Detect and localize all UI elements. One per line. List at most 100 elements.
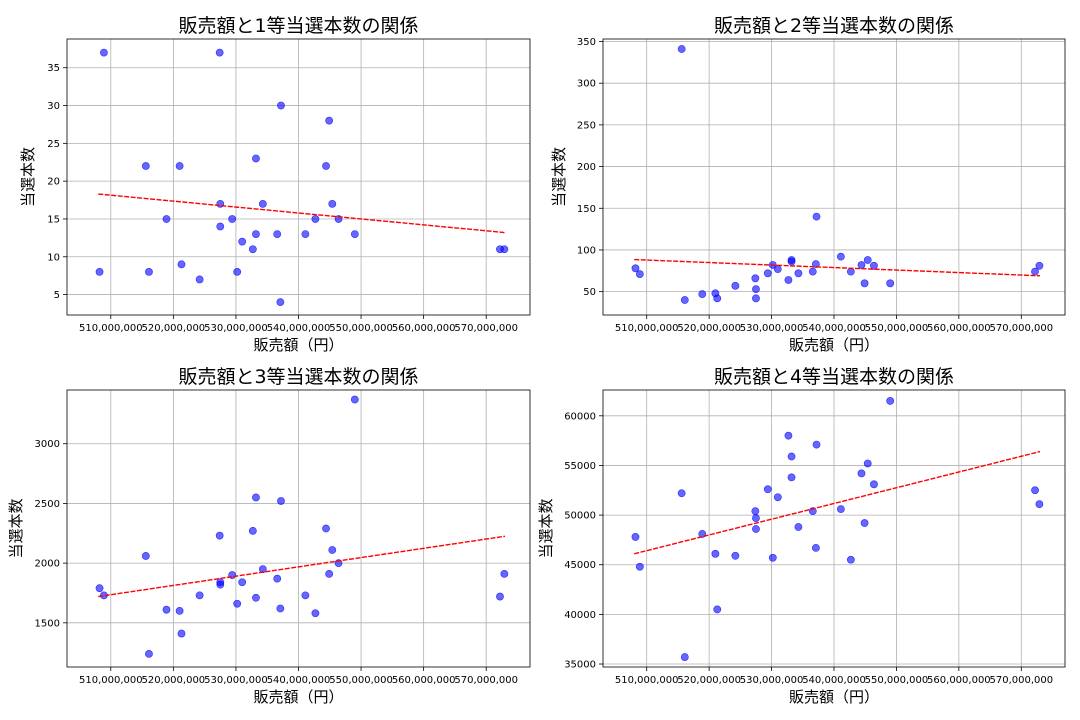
- data-point: [95, 584, 104, 593]
- y-tick-label: 35000: [564, 660, 596, 671]
- data-point: [273, 574, 282, 583]
- plot-frame: [602, 38, 1066, 316]
- data-point: [751, 507, 760, 516]
- data-point: [95, 267, 104, 276]
- y-tick-label: 1500: [35, 618, 60, 629]
- y-tick-label: 40000: [564, 610, 596, 621]
- x-tick-label: 540,000,000: [267, 675, 331, 686]
- grid: [603, 390, 1065, 667]
- x-tick-label: 560,000,000: [927, 323, 991, 334]
- data-point: [248, 245, 257, 254]
- data-point: [863, 459, 872, 468]
- x-tick-label: 530,000,000: [740, 323, 804, 334]
- data-point: [252, 154, 260, 163]
- x-tick-label: 550,000,000: [329, 675, 393, 686]
- data-point: [141, 162, 150, 170]
- data-point: [680, 653, 689, 661]
- trend-line: [634, 258, 1041, 277]
- x-tick-label: 540,000,000: [267, 323, 331, 334]
- data-point: [857, 261, 866, 269]
- data-point: [752, 285, 760, 294]
- plot-frame: [602, 389, 1066, 668]
- y-tick-label: 2500: [35, 499, 60, 510]
- data-point: [752, 525, 760, 533]
- data-point: [812, 212, 821, 221]
- data-point: [350, 230, 359, 238]
- y-axis-label: 当選本数: [7, 498, 25, 558]
- trend-line: [98, 193, 506, 234]
- chart-panel-3: 510,000,000520,000,000530,000,000540,000…: [7, 366, 531, 706]
- data-point: [631, 533, 640, 541]
- y-tick-label: 150: [577, 204, 596, 215]
- data-point: [870, 480, 878, 489]
- y-tick-label: 25: [47, 139, 60, 150]
- data-point: [808, 267, 817, 276]
- data-point: [273, 230, 282, 238]
- data-point: [175, 162, 184, 170]
- y-axis-label: 当選本数: [19, 147, 37, 207]
- data-point: [248, 526, 257, 535]
- data-point: [216, 222, 225, 231]
- data-point: [238, 578, 247, 587]
- data-point: [301, 230, 310, 238]
- data-point: [162, 215, 171, 223]
- data-point: [325, 569, 334, 578]
- x-tick-label: 560,000,000: [392, 323, 456, 334]
- y-tick-label: 45000: [564, 560, 596, 571]
- grid: [67, 39, 530, 315]
- trend-line: [634, 450, 1041, 555]
- data-point: [233, 599, 242, 608]
- plot-frame: [66, 389, 531, 668]
- y-tick-label: 30: [47, 101, 60, 112]
- data-point: [677, 45, 686, 53]
- data-point: [857, 469, 866, 478]
- data-point: [322, 524, 330, 533]
- data-point: [773, 265, 782, 274]
- y-tick-label: 200: [577, 162, 596, 173]
- y-tick-label: 300: [577, 79, 596, 90]
- data-point: [713, 605, 722, 614]
- data-point: [731, 281, 740, 290]
- data-point: [311, 609, 320, 618]
- x-tick-label: 520,000,000: [677, 675, 741, 686]
- y-tick-label: 5: [54, 290, 60, 301]
- x-tick-label: 550,000,000: [329, 323, 393, 334]
- data-point: [886, 279, 895, 288]
- data-point: [794, 269, 803, 278]
- y-axis-label: 当選本数: [550, 147, 568, 207]
- y-tick-label: 50: [583, 287, 596, 298]
- data-point: [1035, 500, 1044, 509]
- data-point: [836, 252, 845, 261]
- trend-line: [98, 535, 506, 598]
- data-point: [886, 397, 895, 405]
- data-point: [277, 101, 285, 110]
- data-points: [95, 48, 509, 307]
- data-point: [768, 553, 777, 562]
- x-axis-label: 販売額（円）: [789, 688, 879, 706]
- y-tick-label: 3000: [35, 439, 60, 450]
- data-point: [860, 279, 869, 288]
- data-point: [812, 440, 821, 449]
- x-tick-label: 550,000,000: [865, 323, 929, 334]
- chart-title: 販売額と1等当選本数の関係: [178, 15, 418, 37]
- x-tick-label: 520,000,000: [677, 323, 741, 334]
- data-point: [784, 276, 793, 284]
- y-tick-label: 2000: [35, 559, 60, 570]
- data-point: [276, 604, 285, 613]
- data-point: [195, 591, 204, 600]
- plot-frame: [66, 38, 531, 316]
- data-point: [325, 116, 334, 125]
- y-tick-label: 100: [577, 245, 596, 256]
- data-point: [195, 275, 204, 284]
- y-axis-label: 当選本数: [537, 498, 555, 558]
- chart-title: 販売額と4等当選本数の関係: [714, 366, 954, 388]
- data-point: [328, 199, 337, 208]
- data-point: [238, 237, 247, 246]
- data-point: [711, 549, 720, 558]
- x-tick-label: 570,000,000: [989, 675, 1053, 686]
- data-point: [215, 531, 224, 540]
- y-tick-label: 10: [47, 252, 60, 263]
- x-tick-label: 510,000,000: [79, 323, 143, 334]
- data-point: [500, 569, 509, 578]
